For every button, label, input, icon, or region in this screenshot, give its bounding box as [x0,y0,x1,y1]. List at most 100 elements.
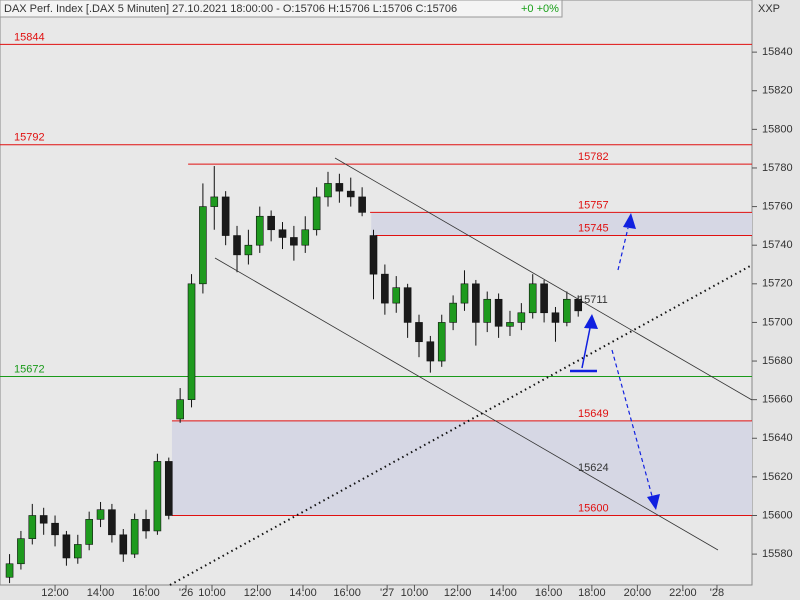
candle-body [494,298,503,327]
header-box [0,0,563,18]
x-tick-label: 12:00 [41,587,69,599]
candle-body [244,244,253,256]
candle-body [62,534,71,559]
candle-body [5,563,14,578]
x-tick-label: 22:00 [669,587,697,599]
trend-line [334,157,753,401]
y-tick-label: 15620 [762,471,793,483]
candle-body [426,341,435,362]
y-tick-label: 15720 [762,278,793,290]
x-tick-label: 10:00 [401,587,429,599]
candle-body [187,283,196,400]
candle-body [517,312,526,323]
candle-body [369,235,378,275]
y-tick-label: 15640 [762,432,793,444]
candle-body [312,196,321,231]
candle-body [51,522,59,536]
arrow [581,327,591,369]
y-tick-label: 15700 [762,316,793,328]
candle-body [551,312,560,323]
y-tick-label: 15680 [762,355,793,367]
level-label: 15672 [14,363,45,375]
arrow [611,349,653,497]
x-tick-label: 16:00 [535,587,563,599]
y-tick-label: 15800 [762,123,793,135]
candle-body [449,302,457,323]
candle-body [130,519,139,555]
candle-body [108,509,116,536]
zone [171,420,753,516]
y-tick-label: 15760 [762,200,793,212]
candle-body [210,196,219,207]
x-tick-label: 12:00 [444,587,472,599]
arrow-head [647,494,660,510]
level-label: 15844 [14,31,45,43]
arrow [617,227,629,271]
candle-body [164,461,173,516]
candle-body [358,196,366,213]
level-label: 15745 [578,222,609,234]
candle-body [563,298,571,323]
candle-body [176,399,184,420]
candle-body [381,273,389,304]
candle-body [528,283,537,314]
candle-body [415,322,423,343]
candle-body [324,183,332,198]
level-label: 15782 [578,151,609,163]
candle-body [153,461,162,532]
y-tick-label: 15660 [762,394,793,406]
level-label: 15624 [578,462,609,474]
level-label: 15792 [14,132,45,144]
candle-body [199,206,207,285]
candle-body [96,509,105,520]
x-tick-label: 14:00 [289,587,317,599]
candle-body [506,322,514,327]
candle-body [17,538,25,565]
x-tick-label: 14:00 [489,587,517,599]
support-line [169,264,753,586]
candle-body [142,519,150,532]
candle-body [301,229,310,246]
candle-body [85,519,93,545]
y-tick-label: 15820 [762,85,793,97]
candle-body [403,287,412,323]
x-tick-label: 18:00 [578,587,606,599]
trend-line [214,257,719,551]
level-label: 15649 [578,408,609,420]
x-tick-label: 20:00 [624,587,652,599]
candle-body [346,190,355,198]
x-tick-label: 16:00 [132,587,160,599]
y-tick-label: 15600 [762,509,793,521]
level-label: 15711 [578,294,608,306]
x-tick-label: '27 [380,587,394,599]
candle-body [460,283,469,304]
candle-body [255,215,264,246]
chart-title: DAX Perf. Index [.DAX 5 Minuten] 27.10.2… [4,3,457,15]
x-tick-label: '26 [179,587,193,599]
candle-body [39,515,48,524]
candle-body [290,237,298,246]
candle-body [221,196,230,236]
candle-body [540,283,548,314]
candle-body [278,229,287,238]
arrow-head [623,213,636,229]
y-tick-label: 15580 [762,548,793,560]
arrow-head [584,314,598,329]
y-axis-label: XXP [758,3,780,15]
y-tick-label: 15780 [762,162,793,174]
candle-body [28,515,37,539]
candle-body [392,287,401,304]
x-tick-label: 14:00 [87,587,115,599]
x-tick-label: 16:00 [333,587,361,599]
zone [371,212,752,236]
candle-body [472,283,480,323]
level-label: 15757 [578,199,609,211]
level-label: 15600 [578,502,609,514]
change: +0 +0% [521,3,559,15]
candle-body [483,298,492,323]
y-tick-label: 15740 [762,239,793,251]
candle-body [335,183,344,192]
x-tick-label: 10:00 [198,587,226,599]
